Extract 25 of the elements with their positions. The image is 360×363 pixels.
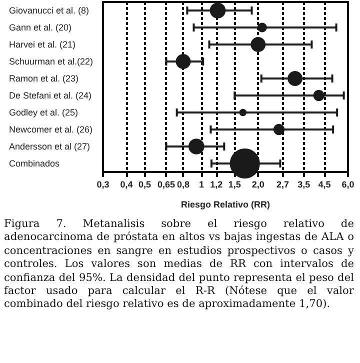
x-tick-label: 4,5 xyxy=(318,180,331,190)
y-tick-label: Ramon et al. (23) xyxy=(9,74,79,84)
x-axis-title: Riesgo Relativo (RR) xyxy=(180,200,270,210)
x-tick-label: 1,2 xyxy=(210,180,223,190)
x-tick-label: 0,4 xyxy=(120,180,133,190)
x-tick-label: 2,0 xyxy=(252,180,264,190)
x-tick-label: 0,3 xyxy=(96,180,110,190)
y-tick-label: Andersson et al (27) xyxy=(9,142,90,152)
y-tick-label: Combinados xyxy=(9,158,60,168)
x-tick-label: 3,5 xyxy=(298,180,310,190)
x-tick-label: 1,5 xyxy=(228,180,241,190)
text: Figura 7. Metanalisis sobre el riesgo relativo de adenocarcinoma de próstata en altos vs bajas ingestas de ALA o concentraciones en sangre en estudios prospectivos o casos y controles. Los valores son medias de RR con intervalos de confianza del 95%. La densidad del punto representa el peso del factor usado para calcular el R-R (Nótese que el valor combinado del riesgo relativo es de aproximadamente 1,70). xyxy=(4,218,354,312)
y-tick-label: Giovanucci et al. (8) xyxy=(9,6,90,16)
y-tick-label: Gann et al. (20) xyxy=(9,22,72,32)
x-tick-label: 2,7 xyxy=(276,180,289,190)
y-tick-label: Harvei et al. (21) xyxy=(9,40,76,50)
y-tick-label: Newcomer et al. (26) xyxy=(9,124,93,134)
x-tick-label: 0,65 xyxy=(157,180,175,190)
x-tick-label: 1 xyxy=(198,180,204,190)
y-tick-label: Godley et al. (25) xyxy=(9,108,78,118)
x-tick-label: 6,0 xyxy=(342,180,354,190)
x-tick-label: 0,5 xyxy=(138,180,152,190)
x-tick-label: 0,8 xyxy=(176,180,190,190)
y-tick-label: Schuurman et al.(22) xyxy=(9,56,94,66)
y-tick-label: De Stefani et al. (24) xyxy=(9,90,92,100)
